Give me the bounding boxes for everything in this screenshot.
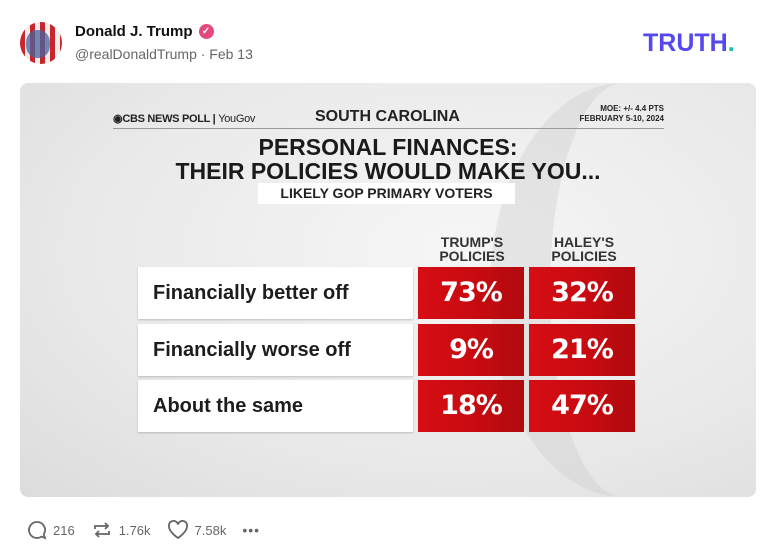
like-count: 7.58k — [194, 522, 227, 538]
author-name[interactable]: Donald J. Trump ✓ — [75, 23, 214, 40]
truth-logo: TRUTH. — [643, 29, 735, 58]
source-partner: YouGov — [218, 113, 256, 125]
value-cell: 73% — [418, 267, 524, 319]
heart-icon — [167, 520, 188, 540]
author-handle-date: @realDonaldTrump · Feb 13 — [75, 46, 253, 62]
retruth-button[interactable]: 1.76k — [91, 520, 151, 540]
title-line-1: PERSONAL FINANCES: — [258, 134, 518, 160]
poll-dates: FEBRUARY 5-10, 2024 — [579, 114, 664, 123]
value-cell: 18% — [418, 380, 524, 432]
like-button[interactable]: 7.58k — [167, 520, 227, 540]
row-label: Financially better off — [138, 267, 413, 319]
reply-count: 216 — [53, 522, 75, 538]
retruth-icon — [93, 522, 110, 538]
graphic-title: PERSONAL FINANCES: THEIR POLICIES WOULD M… — [20, 135, 756, 183]
value-cell: 47% — [529, 380, 635, 432]
row-label: About the same — [138, 380, 413, 432]
avatar[interactable] — [20, 22, 62, 64]
value-cell: 21% — [529, 324, 635, 376]
author-name-text[interactable]: Donald J. Trump — [75, 23, 193, 40]
poll-state: SOUTH CAROLINA — [315, 108, 460, 125]
verified-badge-icon: ✓ — [198, 24, 214, 39]
poll-source: ◉CBS NEWS POLL | YouGov — [113, 113, 256, 125]
post-actions: 216 1.76k 7.58k ••• — [27, 520, 276, 540]
logo-dot: . — [727, 29, 735, 57]
logo-text: TRUTH — [643, 29, 728, 57]
graphic-subtitle: LIKELY GOP PRIMARY VOTERS — [258, 183, 515, 204]
value-cell: 9% — [418, 324, 524, 376]
more-options-button[interactable]: ••• — [242, 522, 260, 538]
margin-of-error: MOE: +/- 4.4 PTS — [600, 104, 664, 113]
reply-icon — [28, 521, 47, 540]
header-divider — [113, 128, 664, 129]
column-header-trump: TRUMP'S POLICIES — [439, 234, 505, 264]
row-label: Financially worse off — [138, 324, 413, 376]
column-header-haley: HALEY'S POLICIES — [551, 234, 617, 264]
value-cell: 32% — [529, 267, 635, 319]
title-line-2: THEIR POLICIES WOULD MAKE YOU... — [175, 158, 601, 184]
retruth-count: 1.76k — [118, 522, 151, 538]
post-image[interactable]: ◉CBS NEWS POLL | YouGov SOUTH CAROLINA M… — [20, 83, 756, 497]
more-icon: ••• — [242, 522, 261, 538]
poll-meta: MOE: +/- 4.4 PTS FEBRUARY 5-10, 2024 — [580, 104, 664, 124]
source-name: CBS NEWS POLL — [122, 113, 210, 125]
reply-button[interactable]: 216 — [27, 520, 75, 540]
